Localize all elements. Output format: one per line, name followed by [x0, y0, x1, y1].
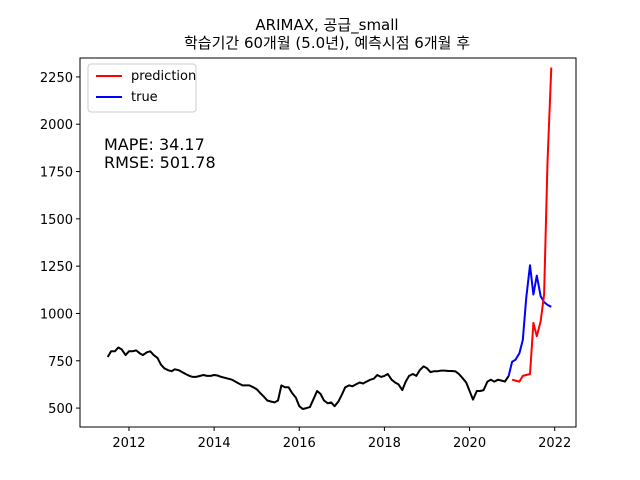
annotation-rmse: RMSE: 501.78 — [104, 153, 216, 172]
x-axis: 2012 2014 2016 2018 2020 2022 — [112, 427, 571, 451]
legend-label-true: true — [131, 90, 158, 105]
y-tick-label: 750 — [48, 355, 73, 370]
series-lines — [106, 67, 553, 410]
y-tick-label: 1750 — [40, 166, 73, 181]
x-tick-label: 2012 — [112, 436, 145, 451]
y-axis: 500 750 1000 1250 1500 1750 2000 2250 — [40, 71, 80, 417]
y-tick-label: 1000 — [40, 307, 73, 322]
y-tick-label: 500 — [48, 402, 73, 417]
legend: prediction true — [87, 63, 197, 113]
chart-title-line2: 학습기간 60개월 (5.0년), 예측시점 6개월 후 — [184, 34, 470, 52]
x-tick-label: 2014 — [198, 436, 231, 451]
x-tick-label: 2018 — [368, 436, 401, 451]
y-tick-label: 2250 — [40, 71, 73, 86]
series-line-history — [106, 346, 510, 410]
y-tick-label: 2000 — [40, 118, 73, 133]
plot-area — [79, 57, 577, 428]
y-tick-label: 1500 — [40, 213, 73, 228]
y-tick-label: 1250 — [40, 260, 73, 275]
legend-label-prediction: prediction — [131, 69, 196, 84]
x-tick-label: 2022 — [538, 436, 571, 451]
annotation-mape: MAPE: 34.17 — [104, 135, 205, 154]
x-tick-label: 2016 — [283, 436, 316, 451]
x-tick-label: 2020 — [453, 436, 486, 451]
series-line-prediction — [511, 67, 553, 383]
chart-title-line1: ARIMAX, 공급_small — [255, 16, 398, 35]
